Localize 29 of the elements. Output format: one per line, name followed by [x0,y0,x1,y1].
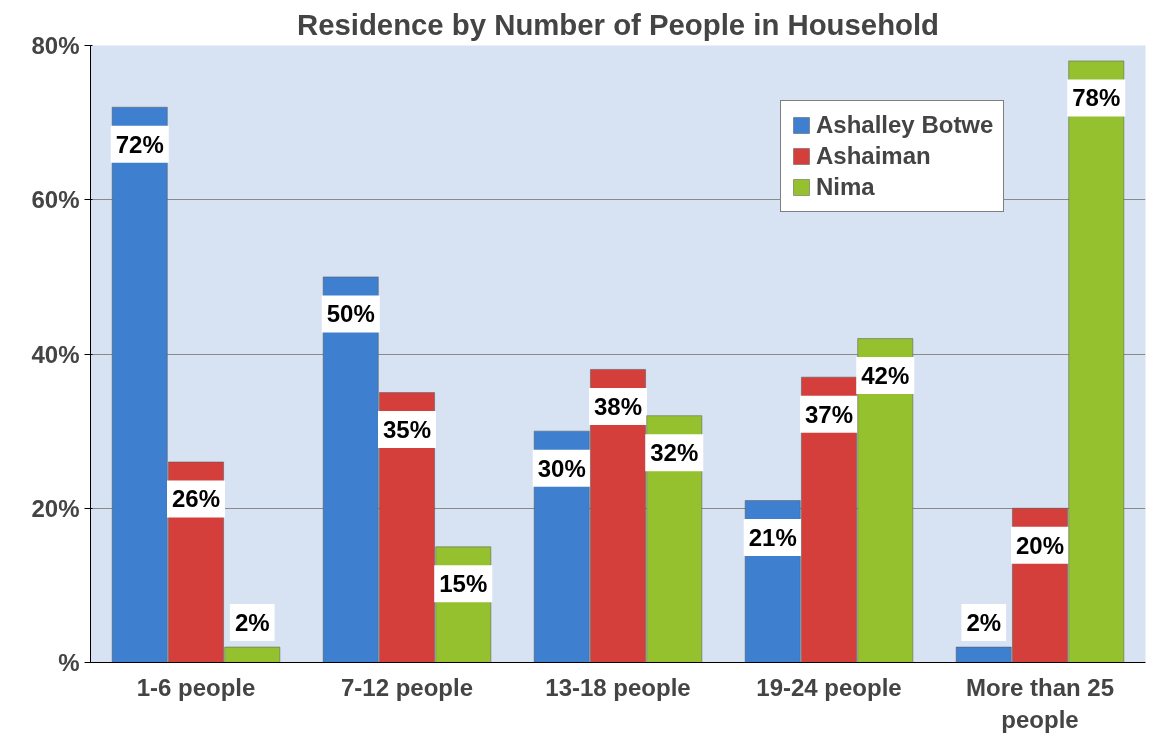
x-tick-label: 7-12 people [340,673,474,701]
data-label: 38% [593,392,643,420]
data-label: 26% [171,485,221,513]
data-label: 78% [1072,84,1121,112]
legend-label: Ashaiman [816,142,931,170]
legend-label: Nima [816,173,875,201]
x-tick-label: 19-24 people [756,673,902,701]
data-label: 20% [1015,531,1065,559]
data-label: 2% [234,608,270,636]
y-tick-label: 20% [31,494,80,522]
y-tick-label: 40% [31,340,80,368]
data-label: 50% [326,300,375,328]
y-tick-label: 60% [31,186,80,214]
y-tick-label: 80% [31,32,80,59]
data-label: 15% [439,570,488,598]
y-tick-label: % [58,649,80,676]
chart-title: Residence by Number of People in Household [296,7,940,41]
legend-label: Ashalley Botwe [816,111,994,139]
data-label: 21% [748,524,797,552]
data-label: 30% [537,454,586,482]
data-label: 32% [650,439,699,467]
data-label: 35% [382,416,432,444]
data-label: 37% [804,400,854,428]
data-label: 42% [861,362,910,390]
data-label: 72% [115,130,164,158]
data-label: 2% [966,608,1002,636]
x-tick-label: More than 25 people [965,673,1115,733]
x-tick-label: 13-18 people [545,673,691,701]
x-tick-label: 1-6 people [136,673,256,701]
